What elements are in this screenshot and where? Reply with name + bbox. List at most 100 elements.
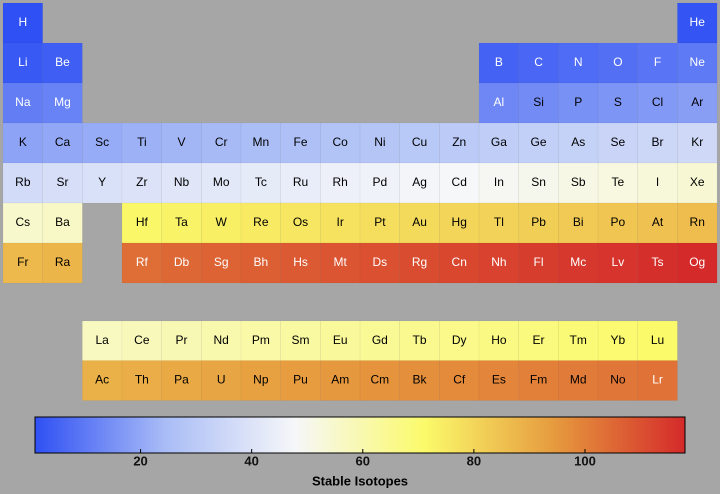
element-symbol: He bbox=[690, 15, 706, 29]
element-symbol: Md bbox=[570, 373, 587, 387]
element-cell bbox=[320, 202, 361, 244]
element-cell bbox=[558, 162, 599, 204]
element-symbol: Ho bbox=[491, 333, 507, 347]
element-cell bbox=[478, 360, 519, 401]
element-cell bbox=[677, 122, 718, 164]
element-cell bbox=[161, 360, 202, 401]
element-symbol: Y bbox=[98, 175, 106, 189]
colorbar-tick-label: 100 bbox=[574, 453, 596, 468]
element-cell bbox=[518, 320, 559, 362]
element-cell bbox=[597, 360, 638, 401]
element-symbol: At bbox=[652, 215, 664, 229]
element-symbol: B bbox=[495, 55, 503, 69]
element-cell bbox=[597, 320, 638, 362]
element-cell bbox=[2, 162, 43, 204]
element-symbol: Ne bbox=[690, 55, 706, 69]
element-symbol: Tm bbox=[570, 333, 587, 347]
element-cell bbox=[558, 320, 599, 362]
element-cell bbox=[42, 122, 83, 164]
element-symbol: N bbox=[574, 55, 583, 69]
element-symbol: Pd bbox=[373, 175, 388, 189]
element-symbol: U bbox=[217, 373, 226, 387]
element-symbol: Eu bbox=[333, 333, 348, 347]
element-symbol: Cf bbox=[453, 373, 466, 387]
element-symbol: Nb bbox=[174, 175, 190, 189]
element-cell bbox=[439, 122, 480, 164]
element-cell bbox=[2, 2, 43, 44]
colorbar-tick-label: 60 bbox=[356, 453, 370, 468]
element-symbol: O bbox=[613, 55, 622, 69]
element-symbol: Sb bbox=[571, 175, 586, 189]
element-cell bbox=[240, 122, 281, 164]
element-cell bbox=[82, 162, 123, 204]
element-cell bbox=[42, 82, 83, 124]
element-cell bbox=[161, 202, 202, 244]
element-symbol: Ni bbox=[374, 135, 385, 149]
element-symbol: Es bbox=[492, 373, 506, 387]
element-cell bbox=[121, 122, 162, 164]
element-cell bbox=[677, 242, 718, 284]
element-cell bbox=[399, 242, 440, 284]
element-symbol: Rh bbox=[333, 175, 348, 189]
element-cell bbox=[399, 360, 440, 401]
element-symbol: Po bbox=[611, 215, 626, 229]
element-cell bbox=[121, 242, 162, 284]
element-cell bbox=[359, 202, 400, 244]
element-cell bbox=[161, 242, 202, 284]
element-cell bbox=[359, 242, 400, 284]
element-symbol: Se bbox=[611, 135, 626, 149]
element-cell bbox=[280, 360, 321, 401]
element-symbol: Cr bbox=[215, 135, 228, 149]
element-cell bbox=[637, 122, 678, 164]
element-cell bbox=[399, 162, 440, 204]
colorbar-tick-label: 20 bbox=[133, 453, 147, 468]
element-symbol: Sr bbox=[57, 175, 69, 189]
element-cell bbox=[280, 242, 321, 284]
element-cell bbox=[597, 82, 638, 124]
element-symbol: I bbox=[656, 175, 659, 189]
element-cell bbox=[637, 202, 678, 244]
element-symbol: Si bbox=[533, 95, 544, 109]
element-cell bbox=[240, 202, 281, 244]
element-symbol: P bbox=[574, 95, 582, 109]
element-symbol: As bbox=[571, 135, 585, 149]
element-symbol: Br bbox=[652, 135, 664, 149]
element-symbol: Gd bbox=[372, 333, 388, 347]
element-symbol: Na bbox=[15, 95, 31, 109]
colorbar-tick-label: 80 bbox=[467, 453, 481, 468]
element-cell bbox=[280, 202, 321, 244]
element-symbol: Nh bbox=[491, 255, 506, 269]
element-symbol: Ga bbox=[491, 135, 507, 149]
element-symbol: Rg bbox=[412, 255, 427, 269]
element-symbol: Bk bbox=[413, 373, 428, 387]
element-symbol: Th bbox=[135, 373, 149, 387]
element-symbol: Sc bbox=[95, 135, 109, 149]
element-symbol: Fl bbox=[534, 255, 544, 269]
element-cell bbox=[518, 202, 559, 244]
element-cell bbox=[439, 162, 480, 204]
element-cell bbox=[2, 42, 43, 84]
element-symbol: La bbox=[95, 333, 109, 347]
element-cell bbox=[42, 42, 83, 84]
element-symbol: Ru bbox=[293, 175, 308, 189]
element-symbol: Be bbox=[55, 55, 70, 69]
element-symbol: C bbox=[534, 55, 543, 69]
colorbar-tick-label: 40 bbox=[244, 453, 258, 468]
element-symbol: Pu bbox=[293, 373, 308, 387]
element-cell bbox=[677, 2, 718, 44]
element-symbol: Cm bbox=[371, 373, 390, 387]
element-cell bbox=[201, 360, 242, 401]
element-symbol: H bbox=[18, 15, 27, 29]
element-symbol: Ca bbox=[55, 135, 71, 149]
element-cell bbox=[637, 162, 678, 204]
element-cell bbox=[518, 360, 559, 401]
element-symbol: Zn bbox=[452, 135, 466, 149]
element-symbol: Bi bbox=[573, 215, 584, 229]
element-symbol: Am bbox=[331, 373, 349, 387]
element-symbol: Ge bbox=[531, 135, 547, 149]
element-symbol: Lr bbox=[652, 373, 663, 387]
element-symbol: S bbox=[614, 95, 622, 109]
element-cell bbox=[2, 122, 43, 164]
element-symbol: Og bbox=[689, 255, 705, 269]
element-cell bbox=[399, 122, 440, 164]
